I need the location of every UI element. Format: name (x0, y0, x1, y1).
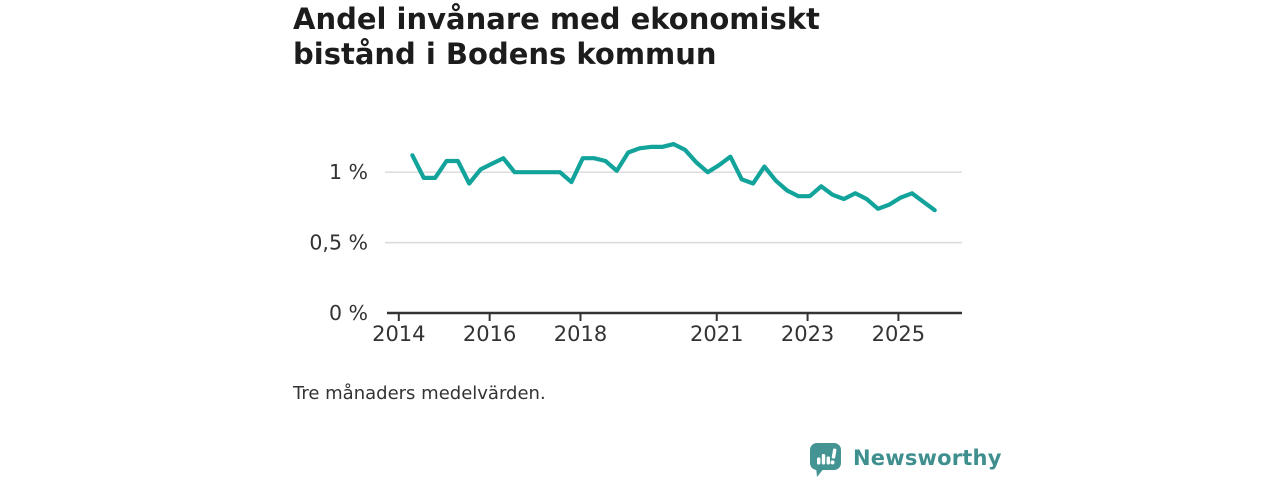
x-tick-label: 2023 (781, 322, 834, 346)
x-tick-label: 2018 (554, 322, 607, 346)
y-tick-label: 0 % (329, 301, 368, 325)
x-tick-label: 2016 (463, 322, 516, 346)
newsworthy-wordmark: Newsworthy (853, 446, 1002, 470)
newsworthy-logo: Newsworthy (808, 441, 1002, 479)
chart-footnote: Tre månaders medelvärden. (293, 383, 546, 404)
y-tick-label: 1 % (329, 160, 368, 184)
y-tick-label: 0,5 % (309, 231, 368, 255)
x-tick-label: 2025 (872, 322, 925, 346)
x-tick-label: 2014 (372, 322, 425, 346)
data-line (410, 142, 937, 213)
x-tick-label: 2021 (690, 322, 743, 346)
newsworthy-icon (810, 443, 841, 477)
chart-title: Andel invånare med ekonomiskt bistånd i … (293, 2, 820, 71)
line-chart: 0 % 0,5 % 1 % 2014 2016 2018 2021 2023 2025 (309, 142, 962, 346)
